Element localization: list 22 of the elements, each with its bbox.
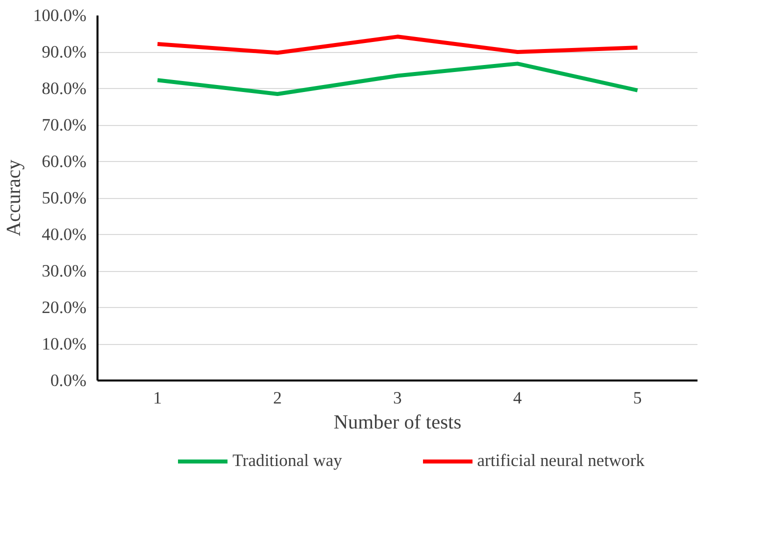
x-tick-label: 5 (633, 388, 642, 408)
y-tick-label: 60.0% (42, 152, 87, 171)
y-tick-label: 80.0% (42, 79, 87, 98)
y-tick-label: 70.0% (42, 116, 87, 134)
y-tick-label: 10.0% (42, 334, 87, 354)
y-tick-label: 100.0% (33, 6, 87, 25)
y-tick-label: 30.0% (42, 262, 87, 280)
y-tick-label: 0.0% (50, 371, 87, 390)
y-axis-title: Accuracy (3, 160, 26, 236)
x-tick-label: 2 (273, 388, 282, 408)
x-tick-label: 1 (153, 388, 162, 408)
x-axis-title: Number of tests (334, 412, 462, 434)
y-tick-label: 50.0% (42, 188, 87, 208)
line-series (156, 62, 640, 96)
y-tick-label: 90.0% (42, 42, 87, 62)
legend-label: artificial neural network (477, 451, 645, 471)
legend-label: Traditional way (232, 451, 342, 471)
x-tick-label: 4 (513, 388, 522, 408)
y-tick-label: 40.0% (42, 225, 87, 244)
x-tick-label: 3 (393, 388, 402, 408)
line-series (156, 34, 640, 55)
y-tick-label: 20.0% (42, 298, 87, 317)
